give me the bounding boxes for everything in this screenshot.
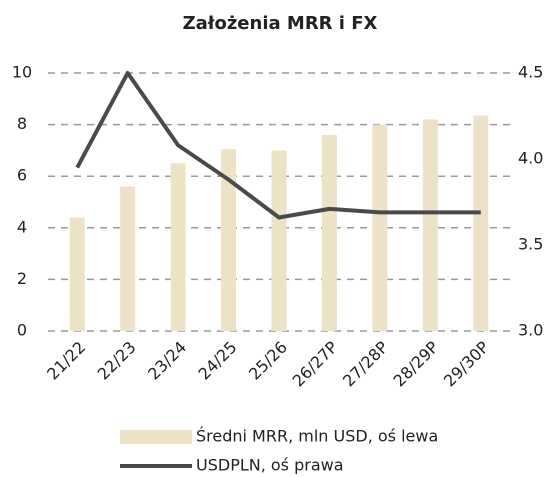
y-tick-label: 10 — [12, 63, 32, 82]
x-tick-label: 27/28P — [339, 337, 392, 390]
y-tick-label: 2 — [17, 269, 27, 288]
legend-label: USDPLN, oś prawa — [196, 456, 344, 475]
legend-label: Średni MRR, mln USD, oś lewa — [196, 427, 438, 446]
x-tick-label: 22/23 — [94, 338, 140, 384]
y-tick-label: 8 — [17, 114, 27, 133]
chart-title: Założenia MRR i FX — [183, 13, 378, 34]
bar — [221, 149, 237, 331]
bar — [372, 124, 388, 331]
line — [75, 71, 481, 220]
x-tick-label: 21/22 — [43, 338, 89, 384]
x-tick-label: 29/30P — [440, 337, 493, 390]
bar — [271, 150, 287, 331]
x-tick-label: 23/24 — [144, 338, 190, 384]
x-tick-label: 26/27P — [289, 337, 342, 390]
y2-tick-label: 3.5 — [518, 235, 543, 254]
y-tick-label: 0 — [17, 321, 27, 340]
y-tick-label: 6 — [17, 166, 27, 185]
bar — [473, 115, 489, 331]
y2-tick-label: 4.5 — [518, 63, 543, 82]
y-tick-label: 4 — [17, 217, 27, 236]
legend-swatch — [120, 430, 192, 444]
y2-tick-label: 4.0 — [518, 149, 543, 168]
x-tick-label: 25/26 — [245, 338, 291, 384]
bar — [69, 217, 85, 331]
x-tick-label: 28/29P — [389, 337, 442, 390]
bar — [422, 119, 438, 331]
y2-tick-label: 3.0 — [518, 321, 543, 340]
x-tick-label: 24/25 — [195, 338, 241, 384]
bar — [120, 186, 136, 331]
bar — [321, 134, 337, 331]
bar — [170, 163, 186, 331]
